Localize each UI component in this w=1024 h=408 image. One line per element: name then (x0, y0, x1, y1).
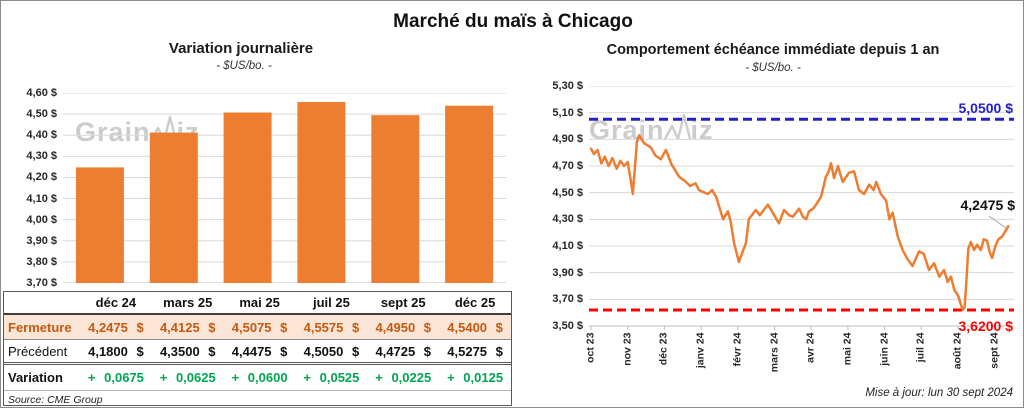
col-header: juil 25 (312, 295, 350, 310)
y-axis-tick-label: 3,70 $ (26, 277, 57, 289)
table-cell: 4,4725 $ (375, 343, 432, 359)
table-cell: 4,1800 $ (88, 343, 144, 359)
y-axis-tick-label: 4,90 $ (552, 133, 583, 146)
bar-chart-title: Variation journalière (168, 40, 314, 57)
lower-reference-label: 3,6200 $ (958, 318, 1014, 334)
bar (297, 102, 346, 283)
row-label: Variation (8, 370, 63, 385)
y-axis-tick-label: 4,30 $ (26, 150, 57, 163)
bar-chart-svg (63, 92, 506, 284)
futures-table: déc 24 mars 25 mai 25 juil 25 sept 25 dé… (3, 291, 512, 406)
y-axis-tick-label: 5,30 $ (552, 80, 583, 92)
watermark-text: iz (690, 114, 714, 145)
x-axis-tick-label: mai 24 (841, 332, 854, 366)
table-cell: 4,5575 $ (303, 319, 360, 335)
col-header: déc 25 (454, 295, 496, 310)
source-note: Source: CME Group (8, 393, 103, 406)
table-cell: + 0,0600 (231, 370, 288, 385)
y-axis-tick-label: 4,70 $ (552, 160, 583, 172)
y-axis-tick-label: 5,10 $ (552, 106, 583, 119)
col-header: déc 24 (95, 295, 137, 310)
y-axis-tick-label: 4,20 $ (26, 171, 57, 184)
x-axis-tick-label: juil 24 (914, 332, 927, 363)
x-axis-tick-label: août 24 (951, 332, 964, 370)
watermark-text: Grain (75, 116, 151, 147)
price-line (589, 134, 1010, 312)
y-axis-tick-label: 4,10 $ (26, 192, 57, 205)
table-cell: + 0,0675 (87, 370, 144, 385)
table-cell: 4,5050 $ (303, 343, 360, 359)
bar (149, 132, 198, 283)
upper-reference-label: 5,0500 $ (958, 100, 1014, 116)
table-cell: 4,4475 $ (231, 343, 288, 359)
table-cell: 4,5275 $ (447, 343, 503, 359)
y-axis-tick-label: 4,50 $ (26, 108, 57, 121)
last-price-annotation: 4,2475 $ (960, 197, 1016, 213)
table-row-variation: Variation + 0,0675 + 0,0625 + 0,0600 + 0… (4, 365, 511, 391)
table-cell: + 0,0125 (447, 370, 504, 385)
col-header: mai 25 (239, 295, 280, 310)
table-cell: 4,5400 $ (447, 319, 503, 335)
price-history-line-chart (589, 85, 1014, 330)
y-axis-tick-label: 4,40 $ (26, 129, 57, 142)
x-axis-tick-label: nov 23 (621, 332, 634, 366)
y-axis-tick-label: 4,60 $ (26, 87, 57, 99)
y-axis-tick-label: 4,50 $ (552, 186, 583, 199)
row-label: Précédent (8, 343, 68, 359)
bar (371, 115, 420, 283)
x-axis-tick-label: sept 24 (988, 332, 1001, 369)
x-axis-tick-label: janv 24 (694, 332, 707, 369)
row-label: Fermeture (8, 319, 72, 335)
table-cell: + 0,0225 (375, 370, 432, 385)
y-axis-tick-label: 4,00 $ (26, 213, 57, 226)
update-timestamp: Mise à jour: lun 30 sept 2024 (865, 387, 1013, 399)
table-cell: 4,4950 $ (375, 319, 432, 335)
y-axis-tick-label: 4,10 $ (552, 240, 583, 252)
y-axis-tick-label: 3,70 $ (552, 293, 583, 306)
x-axis-tick-label: avr 24 (804, 332, 817, 363)
x-axis-tick-label: déc 23 (657, 332, 670, 366)
line-chart-subtitle: - $US/bo. - (745, 62, 801, 74)
table-cell: 4,4125 $ (159, 319, 216, 335)
x-axis-tick-label: juin 24 (878, 332, 891, 366)
bar-chart-subtitle: - $US/bo. - (216, 60, 272, 72)
table-cell: + 0,0525 (303, 370, 360, 385)
bar (223, 112, 272, 283)
y-axis-tick-label: 3,50 $ (552, 320, 583, 332)
y-axis-tick-label: 3,90 $ (26, 234, 57, 247)
bar (75, 167, 124, 283)
x-axis-tick-label: oct 23 (584, 332, 597, 363)
x-axis-tick-label: févr 24 (731, 332, 744, 367)
y-axis-tick-label: 4,30 $ (552, 213, 583, 226)
y-axis-tick-label: 3,80 $ (26, 255, 57, 268)
table-row-precedent: Précédent 4,1800 $ 4,3500 $ 4,4475 $ 4,5… (4, 340, 511, 365)
bar (445, 105, 494, 283)
table-row-fermeture: Fermeture 4,2475 $ 4,4125 $ 4,5075 $ 4,5… (4, 315, 511, 340)
table-cell: 4,3500 $ (159, 343, 216, 359)
table-cell: 4,5075 $ (231, 319, 288, 335)
table-source-row: Source: CME Group (4, 391, 511, 407)
line-chart-title: Comportement échéance immédiate depuis 1… (606, 42, 940, 58)
y-axis-tick-label: 3,90 $ (552, 266, 583, 279)
page-title: Marché du maïs à Chicago (393, 11, 633, 32)
table-cell: 4,2475 $ (88, 319, 144, 335)
col-header: mars 25 (163, 295, 213, 310)
x-axis-tick-label: mars 24 (768, 332, 780, 373)
table-header-row: déc 24 mars 25 mai 25 juil 25 sept 25 dé… (4, 292, 511, 315)
table-cell: + 0,0625 (159, 370, 216, 385)
annotation-leader-line (988, 215, 1007, 229)
line-chart-svg (589, 85, 1014, 330)
daily-variation-bar-chart (63, 92, 506, 284)
col-header: sept 25 (380, 295, 426, 310)
